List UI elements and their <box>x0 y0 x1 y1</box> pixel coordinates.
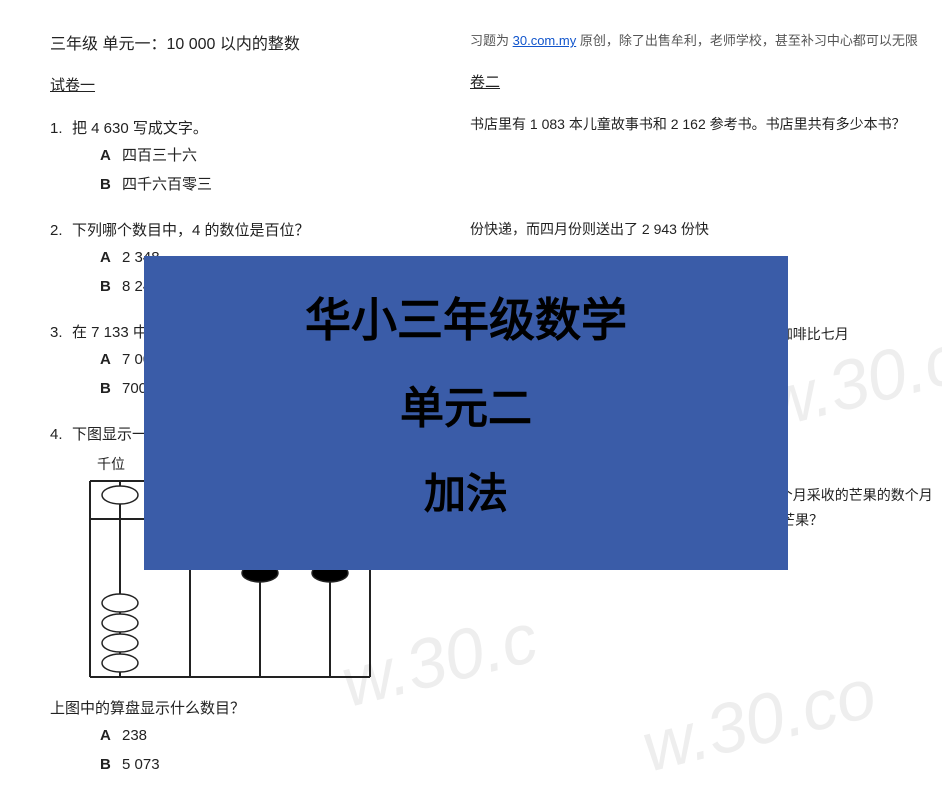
word-problem-1: 书店里有 1 083 本儿童故事书和 2 162 参考书。书店里共有多少本书？ <box>470 112 940 137</box>
q4-follow: 上图中的算盘显示什么数目？ <box>50 695 450 722</box>
q1-opt-b: 四千六百零三 <box>122 176 212 193</box>
opt-label-a: A <box>100 346 122 375</box>
page-root: w.30.com.m w.30.c w.30.co 三年级 单元一：10 000… <box>0 0 942 792</box>
q1-number: 1. <box>50 115 72 142</box>
opt-label-b: B <box>100 273 122 302</box>
question-1: 1.把 4 630 写成文字。 A四百三十六 B四千六百零三 <box>50 115 450 199</box>
opt-label-a: A <box>100 244 122 273</box>
q2-number: 2. <box>50 217 72 244</box>
credit-link[interactable]: 30.com.my <box>513 33 577 48</box>
title-overlay: 华小三年级数学 单元二 加法 <box>144 256 788 570</box>
overlay-line-1: 华小三年级数学 <box>144 284 788 358</box>
opt-label-a: A <box>100 722 122 751</box>
q4-opt-a: 238 <box>122 727 147 744</box>
q4-number: 4. <box>50 421 72 448</box>
paper-1-label: 试卷一 <box>50 74 95 95</box>
opt-label-a: A <box>100 142 122 171</box>
overlay-line-2: 单元二 <box>144 374 788 444</box>
credit-pre: 习题为 <box>470 33 513 48</box>
worksheet-title: 三年级 单元一：10 000 以内的整数 <box>50 30 450 54</box>
paper-2-label: 卷二 <box>470 71 500 92</box>
abacus-label-thousands: 千位 <box>80 452 142 477</box>
watermark: w.30.co <box>634 652 884 787</box>
q1-opt-a: 四百三十六 <box>122 147 197 164</box>
opt-label-b: B <box>100 171 122 200</box>
credit-post: 原创，除了出售牟利，老师学校，甚至补习中心都可以无限 <box>576 33 918 48</box>
q2-text: 下列哪个数目中，4 的数位是百位？ <box>72 222 310 239</box>
q3-number: 3. <box>50 319 72 346</box>
credit-line: 习题为 30.com.my 原创，除了出售牟利，老师学校，甚至补习中心都可以无限 <box>470 30 940 49</box>
opt-label-b: B <box>100 751 122 780</box>
opt-label-b: B <box>100 375 122 404</box>
word-problem-2: 份快递，而四月份则送出了 2 943 份快 <box>470 217 940 242</box>
q1-text: 把 4 630 写成文字。 <box>72 120 208 137</box>
overlay-line-3: 加法 <box>144 460 788 527</box>
q4-opt-b: 5 073 <box>122 756 160 773</box>
